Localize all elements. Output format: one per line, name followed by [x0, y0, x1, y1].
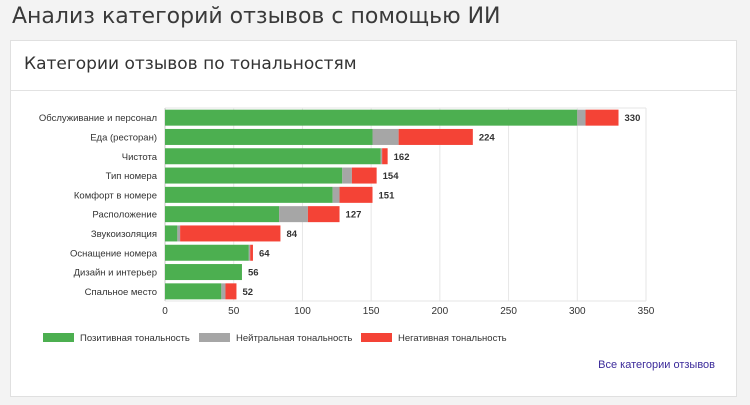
- all-categories-link[interactable]: Все категории отзывов: [598, 359, 715, 371]
- bar-segment: [380, 148, 383, 165]
- bar-total-label: 162: [394, 152, 410, 163]
- x-tick-label: 300: [569, 306, 586, 317]
- bar-segment: [165, 186, 333, 203]
- bar-segment: [221, 283, 226, 300]
- bar-total-label: 56: [248, 268, 259, 279]
- bar-segment: [225, 283, 237, 300]
- bar-segment: [585, 109, 619, 126]
- x-tick-label: 250: [500, 306, 517, 317]
- sentiment-bar-chart: 0 50 100 150 200 250 300 350 Обслуживание и перс…: [39, 107, 655, 344]
- bar-total-label: 224: [479, 132, 496, 143]
- category-label: Дизайн и интерьер: [74, 268, 157, 279]
- bar-segment: [165, 283, 222, 300]
- bar-segment: [165, 109, 578, 126]
- legend-swatch: [199, 333, 230, 342]
- bar-segment: [398, 128, 473, 145]
- bar-total-label: 154: [383, 171, 400, 182]
- category-label: Еда (ресторан): [90, 132, 157, 143]
- category-label: Тип номера: [106, 171, 158, 182]
- bar-segment: [177, 225, 181, 242]
- x-tick-label: 50: [228, 306, 240, 317]
- x-tick-label: 350: [638, 306, 655, 317]
- bar-segment: [165, 264, 242, 281]
- bar-segment: [165, 148, 381, 165]
- x-tick-label: 100: [294, 306, 311, 317]
- bar-total-label: 52: [242, 287, 253, 298]
- bar-total-label: 151: [379, 190, 396, 201]
- bar-segment: [180, 225, 281, 242]
- card-divider: [11, 90, 736, 91]
- bar-segment: [339, 186, 373, 203]
- bar-segment: [279, 206, 308, 223]
- bar-segment: [165, 167, 343, 184]
- legend-label: Позитивная тональность: [80, 333, 190, 344]
- bar-segment: [382, 148, 388, 165]
- category-label: Чистота: [122, 152, 158, 163]
- legend-swatch: [361, 333, 392, 342]
- category-label: Комфорт в номере: [74, 190, 157, 201]
- bar-total-label: 330: [625, 113, 641, 124]
- bar-segment: [165, 244, 249, 261]
- page-title: Анализ категорий отзывов с помощью ИИ: [12, 4, 501, 29]
- bar-segment: [342, 167, 352, 184]
- bar-total-label: 64: [259, 248, 270, 259]
- legend-label: Негативная тональность: [398, 333, 507, 344]
- category-label: Спальное место: [85, 287, 157, 298]
- bar-segment: [307, 206, 340, 223]
- bar-segment: [351, 167, 377, 184]
- bar-total-label: 84: [286, 229, 297, 240]
- category-label: Обслуживание и персонал: [39, 113, 157, 124]
- card-title: Категории отзывов по тональностям: [24, 54, 357, 74]
- x-tick-label: 200: [432, 306, 449, 317]
- bar-segment: [250, 244, 253, 261]
- bar-segment: [165, 128, 373, 145]
- bar-segment: [165, 225, 178, 242]
- bar-segment: [372, 128, 399, 145]
- bar-total-label: 127: [346, 210, 362, 221]
- x-tick-label: 150: [363, 306, 380, 317]
- bar-segment: [577, 109, 586, 126]
- legend-label: Нейтральная тональность: [236, 333, 352, 344]
- category-label: Оснащение номера: [70, 248, 158, 259]
- legend-swatch: [43, 333, 74, 342]
- x-tick-label: 0: [162, 306, 168, 317]
- chart-card: Категории отзывов по тональностям 0 50 100…: [10, 40, 737, 397]
- category-label: Расположение: [92, 210, 157, 221]
- bar-segment: [248, 244, 251, 261]
- bar-segment: [332, 186, 340, 203]
- category-label: Звукоизоляция: [91, 229, 157, 240]
- bar-segment: [165, 206, 280, 223]
